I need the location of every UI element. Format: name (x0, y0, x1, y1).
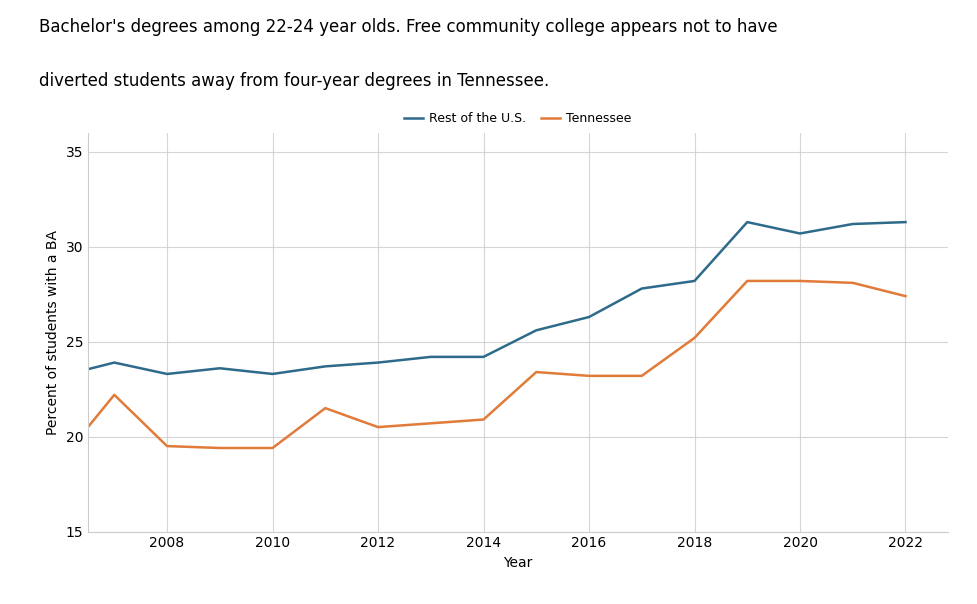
Rest of the U.S. (636, 285, 648, 292)
Tennessee (425, 420, 437, 427)
Rest of the U.S. (689, 277, 701, 284)
Tennessee (108, 391, 120, 399)
Y-axis label: Percent of students with a BA: Percent of students with a BA (46, 230, 60, 435)
Rest of the U.S. (531, 327, 542, 334)
Rest of the U.S. (267, 370, 278, 378)
Text: Bachelor's degrees among 22-24 year olds. Free community college appears not to : Bachelor's degrees among 22-24 year olds… (39, 18, 778, 36)
Tennessee (214, 445, 226, 452)
Tennessee (267, 445, 278, 452)
Rest of the U.S. (742, 219, 753, 226)
Tennessee (319, 405, 331, 412)
Text: diverted students away from four-year degrees in Tennessee.: diverted students away from four-year de… (39, 72, 549, 91)
Rest of the U.S. (847, 220, 859, 228)
Rest of the U.S. (900, 219, 912, 226)
Tennessee (372, 423, 384, 431)
Rest of the U.S. (108, 359, 120, 366)
Tennessee (478, 416, 489, 423)
Rest of the U.S. (425, 353, 437, 361)
Rest of the U.S. (794, 230, 806, 237)
Rest of the U.S. (56, 372, 67, 379)
Tennessee (56, 456, 67, 463)
Rest of the U.S. (583, 313, 595, 321)
X-axis label: Year: Year (503, 556, 532, 570)
Tennessee (583, 372, 595, 379)
Rest of the U.S. (372, 359, 384, 366)
Tennessee (794, 277, 806, 284)
Tennessee (847, 279, 859, 286)
Line: Rest of the U.S.: Rest of the U.S. (62, 222, 906, 376)
Rest of the U.S. (319, 363, 331, 370)
Rest of the U.S. (214, 365, 226, 372)
Rest of the U.S. (478, 353, 489, 361)
Tennessee (636, 372, 648, 379)
Tennessee (161, 443, 173, 450)
Line: Tennessee: Tennessee (62, 281, 906, 460)
Tennessee (531, 368, 542, 376)
Tennessee (742, 277, 753, 284)
Legend: Rest of the U.S., Tennessee: Rest of the U.S., Tennessee (399, 108, 637, 130)
Tennessee (900, 292, 912, 300)
Tennessee (689, 334, 701, 341)
Rest of the U.S. (161, 370, 173, 378)
